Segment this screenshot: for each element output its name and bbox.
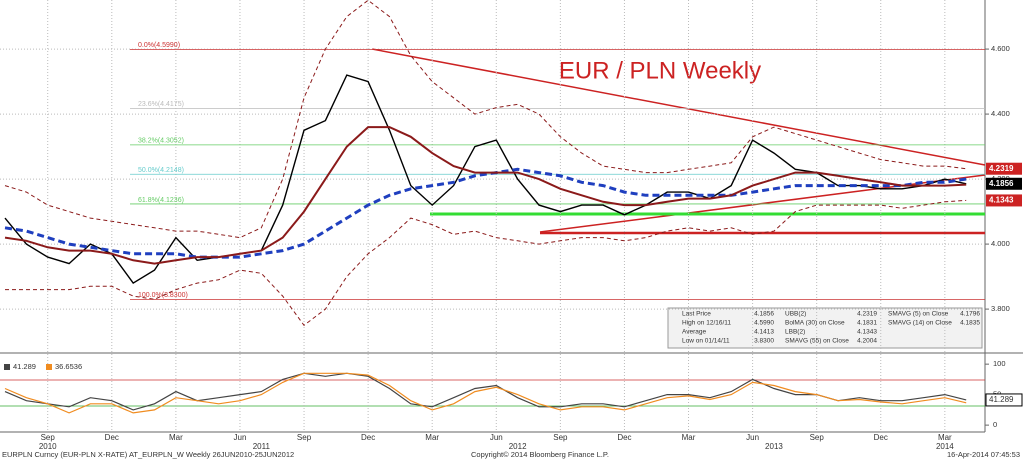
x-tick-label: Dec (874, 433, 888, 442)
legend-label: Last Price (682, 311, 711, 318)
legend-value: 4.2319 (857, 311, 877, 318)
legend-value: 4.1343 (857, 329, 877, 336)
price-tag-label: 4.1343 (989, 196, 1014, 205)
legend-value: 4.2004 (857, 338, 877, 345)
x-tick-label: Jun (234, 433, 247, 442)
price-line (4, 74, 967, 285)
x-tick-label: Dec (361, 433, 375, 442)
price-tag-label: 41.289 (989, 395, 1014, 404)
fib-label: 50.0%(4.2148) (138, 167, 184, 174)
price-tag (986, 177, 1022, 190)
legend-value: 4.1831 (857, 320, 877, 327)
legend-swatch (46, 364, 52, 370)
x-tick-label: Mar (682, 433, 696, 442)
x-tick-label: Sep (297, 433, 312, 442)
oscillator-line (4, 372, 967, 414)
x-tick-label: Sep (810, 433, 825, 442)
oscillator-line (4, 372, 967, 411)
legend-value: 4.1835 (960, 320, 980, 327)
price-line (5, 199, 967, 327)
x-tick-label: Jun (746, 433, 759, 442)
y-tick-label: 4.000 (991, 239, 1010, 248)
x-tick-label: Mar (425, 433, 439, 442)
price-tag (986, 162, 1022, 175)
footer-right: 16-Apr-2014 07:45:53 (947, 450, 1020, 459)
y-tick-label: 100 (993, 359, 1006, 368)
fib-label: 61.8%(4.1236) (138, 197, 184, 204)
legend-label: Average (682, 329, 706, 336)
x-tick-label: Sep (553, 433, 568, 442)
price-tag-label: 4.2319 (989, 164, 1014, 173)
legend-swatch (4, 364, 10, 370)
y-tick-label: 3.800 (991, 304, 1010, 313)
legend-label: High on 12/16/11 (682, 320, 731, 327)
x-tick-label: Dec (617, 433, 631, 442)
price-line (4, 126, 967, 265)
year-label: 2013 (765, 442, 783, 451)
x-tick-label: Mar (169, 433, 183, 442)
year-label: 2010 (39, 442, 57, 451)
year-label: 2012 (509, 442, 527, 451)
year-label: 2014 (936, 442, 954, 451)
trend-line (371, 48, 986, 166)
y-tick-label: 0 (993, 420, 997, 429)
legend-value: 4.5990 (754, 320, 774, 327)
y-tick-label: 4.600 (991, 44, 1010, 53)
price-tag (985, 393, 1023, 407)
legend-label: LBB(2) (785, 329, 805, 336)
fib-label: 0.0%(4.5990) (138, 42, 180, 49)
legend-label: BolMA (30) on Close (785, 320, 845, 327)
price-line (4, 167, 967, 259)
legend-label: SMAVG (14) on Close (888, 320, 952, 327)
price-tag (986, 194, 1022, 207)
year-label: 2011 (253, 442, 271, 451)
footer-left: EURPLN Curncy (EUR-PLN X-RATE) AT_EURPLN… (2, 450, 294, 459)
legend-label: 41.289 (13, 362, 36, 371)
x-tick-label: Mar (938, 433, 952, 442)
x-tick-label: Dec (105, 433, 119, 442)
x-tick-label: Sep (41, 433, 56, 442)
footer-center: Copyright© 2014 Bloomberg Finance L.P. (471, 450, 609, 459)
legend-label: UBB(2) (785, 311, 806, 318)
legend-value: 3.8300 (754, 338, 774, 345)
legend-label: SMAVG (5) on Close (888, 311, 949, 318)
legend-value: 4.1796 (960, 311, 980, 318)
fib-label: 23.6%(4.4175) (138, 101, 184, 108)
y-tick-label: 4.400 (991, 109, 1010, 118)
legend-box (667, 307, 983, 349)
chart-title: EUR / PLN Weekly (559, 57, 761, 84)
x-tick-label: Jun (490, 433, 503, 442)
legend-label: 36.6536 (55, 362, 82, 371)
fib-label: 38.2%(4.3052) (138, 138, 184, 145)
legend-label: Low on 01/14/11 (682, 338, 730, 345)
price-tag-label: 4.1856 (989, 179, 1014, 188)
legend-value: 4.1856 (754, 311, 774, 318)
legend-label: SMAVG (55) on Close (785, 338, 849, 345)
price-line (4, 0, 967, 239)
legend-value: 4.1413 (754, 329, 774, 336)
